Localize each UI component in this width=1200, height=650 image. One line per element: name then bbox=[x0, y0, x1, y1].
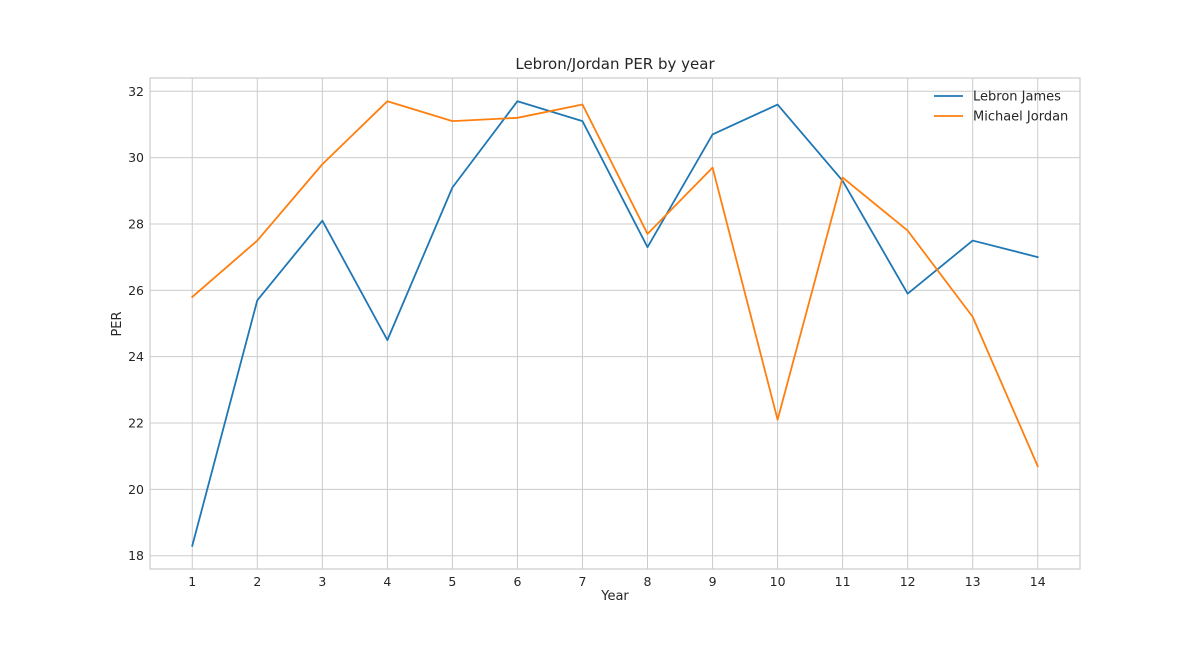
y-tick-label: 24 bbox=[128, 349, 144, 364]
y-tick-label: 28 bbox=[128, 216, 144, 231]
x-tick-label: 13 bbox=[965, 574, 981, 589]
x-tick-label: 1 bbox=[188, 574, 196, 589]
x-tick-label: 7 bbox=[579, 574, 587, 589]
y-tick-label: 20 bbox=[128, 482, 144, 497]
y-tick-label: 26 bbox=[128, 283, 144, 298]
x-tick-label: 5 bbox=[448, 574, 456, 589]
x-tick-label: 4 bbox=[383, 574, 391, 589]
x-tick-label: 11 bbox=[835, 574, 851, 589]
plot-area-frame bbox=[149, 77, 1081, 570]
x-tick-label: 2 bbox=[253, 574, 261, 589]
x-tick-label: 14 bbox=[1030, 574, 1046, 589]
y-tick-label: 22 bbox=[128, 416, 144, 431]
y-tick-label: 30 bbox=[128, 150, 144, 165]
x-tick-label: 12 bbox=[900, 574, 916, 589]
y-tick-label: 18 bbox=[128, 548, 144, 563]
x-tick-label: 8 bbox=[644, 574, 652, 589]
x-tick-label: 9 bbox=[709, 574, 717, 589]
series-line-lebron-james bbox=[191, 100, 1039, 547]
y-axis-ticks: 18 20 22 24 26 28 30 32 bbox=[128, 84, 144, 563]
x-tick-label: 10 bbox=[770, 574, 786, 589]
legend-label-michael-jordan: Michael Jordan bbox=[973, 110, 1068, 125]
x-axis-label: Year bbox=[600, 589, 629, 604]
x-tick-label: 6 bbox=[513, 574, 521, 589]
y-axis-label: PER bbox=[110, 311, 125, 336]
x-axis-ticks: 1 2 3 4 5 6 7 8 9 10 11 12 13 14 bbox=[188, 574, 1045, 589]
y-tick-label: 32 bbox=[128, 84, 144, 99]
series-line-michael-jordan bbox=[191, 100, 1039, 468]
chart-title: Lebron/Jordan PER by year bbox=[515, 55, 715, 73]
legend: Lebron James Michael Jordan bbox=[934, 90, 1068, 125]
x-tick-label: 3 bbox=[318, 574, 326, 589]
legend-label-lebron-james: Lebron James bbox=[973, 90, 1061, 105]
vertical-grid-lines bbox=[191, 78, 1039, 569]
horizontal-grid-lines bbox=[150, 90, 1080, 557]
series-layer bbox=[191, 100, 1039, 547]
